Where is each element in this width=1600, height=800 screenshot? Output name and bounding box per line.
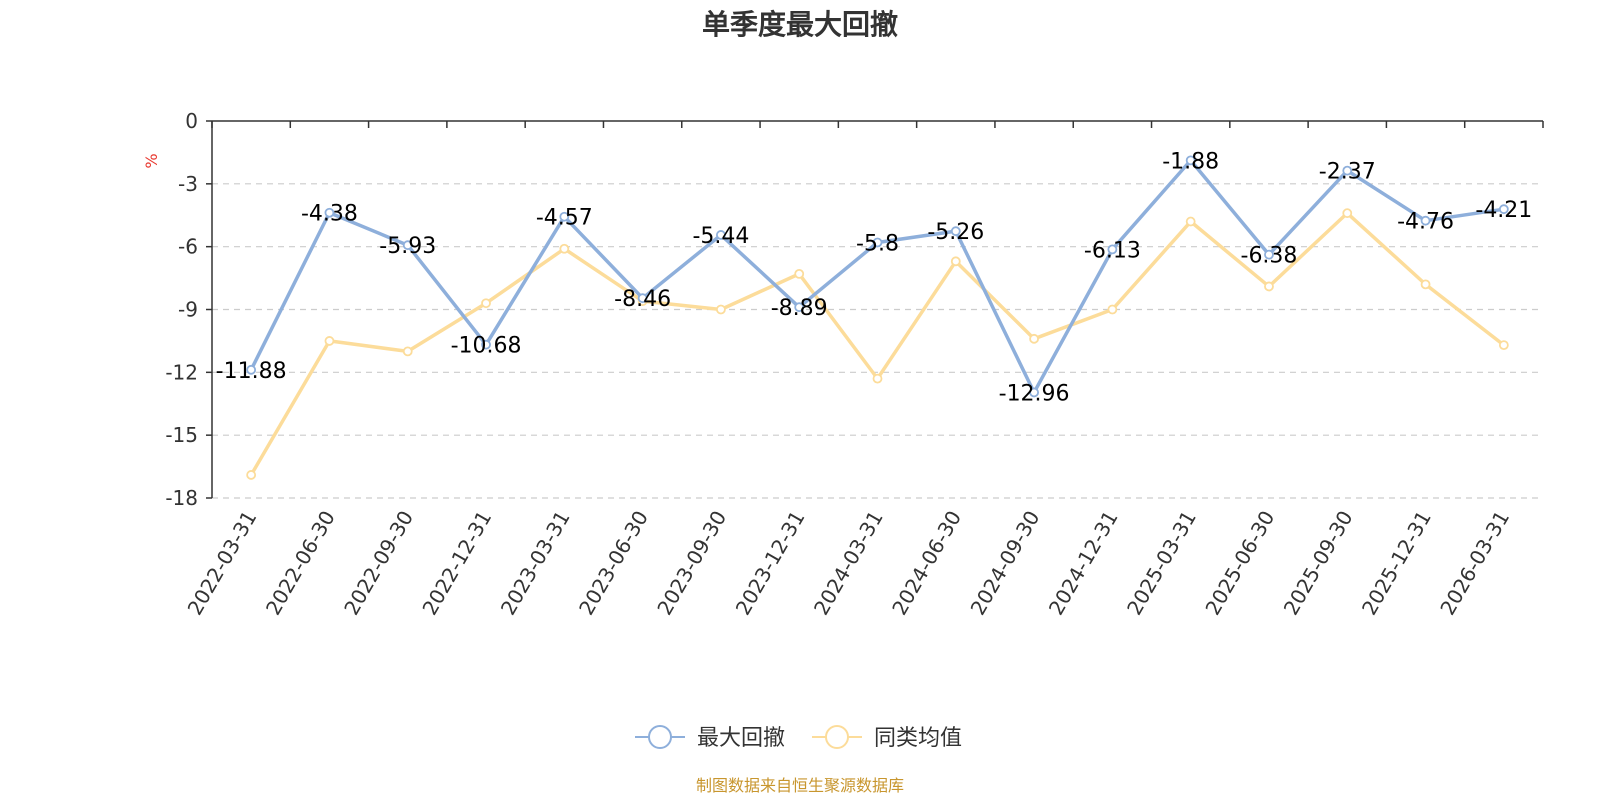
data-point [246,364,257,375]
x-tick-label: 2022-06-30 [261,507,340,620]
data-point [1185,155,1196,166]
y-tick-labels: 0 -3 -6 -9 -12 -15 -18 [165,109,198,510]
data-label: -4.76 [1397,210,1454,235]
x-tick-label: 2025-12-31 [1357,507,1436,620]
data-point [402,240,413,251]
axes [206,120,1544,499]
y-tick-label: -15 [165,423,198,447]
data-point [872,237,883,248]
data-label: -1.88 [1162,149,1219,174]
data-label: -10.68 [451,334,522,359]
x-tick-label: 2024-06-30 [887,507,966,620]
data-point [559,243,570,254]
x-tick-label: 2022-09-30 [339,507,418,620]
data-label: -8.89 [771,296,828,321]
x-tick-label: 2023-12-31 [731,507,810,620]
data-point [1498,340,1509,351]
data-label: -5.93 [379,234,436,259]
data-point [1107,304,1118,315]
data-point [1107,244,1118,255]
data-point [950,226,961,237]
data-point [794,302,805,313]
data-point [324,207,335,218]
data-point [794,268,805,279]
data-label: -5.8 [856,231,899,256]
y-tick-label: -12 [165,360,198,384]
y-tick-label: -9 [178,298,198,322]
x-tick-labels: 2022-03-31 2022-06-30 2022-09-30 2022-12-31… [183,507,1515,620]
y-axis-unit: % [142,153,161,168]
data-point [402,346,413,357]
data-point [1264,281,1274,292]
x-tick-label: 2025-06-30 [1200,507,1279,620]
series-line [249,158,1505,395]
data-label: -12.96 [999,381,1070,406]
chart-title: 单季度最大回撤 [702,8,898,41]
x-tick-label: 2025-09-30 [1279,507,1358,620]
data-point [1420,215,1431,226]
x-tick-label: 2022-12-31 [417,507,496,620]
data-label: -5.44 [692,224,749,249]
data-point [559,211,570,222]
y-tick-label: 0 [185,109,198,133]
data-point [1342,208,1353,219]
legend-item[interactable]: 同类均值 [812,725,962,751]
data-point [481,339,491,350]
y-tick-label: -18 [165,486,198,510]
data-label: -6.38 [1241,244,1298,269]
data-point [1264,249,1274,260]
data-point [1420,279,1431,290]
x-tick-label: 2026-03-31 [1435,507,1514,620]
legend-item[interactable]: 最大回撤 [635,725,785,751]
data-point [716,230,726,240]
data-point [1342,165,1353,176]
data-label: -8.46 [614,287,671,312]
legend-marker [648,725,672,749]
series-group [246,155,1509,480]
data-label: -4.21 [1475,198,1532,223]
x-tick-label: 2024-09-30 [966,507,1045,620]
data-label: -2.37 [1319,160,1376,185]
data-label: -11.88 [216,359,287,384]
data-point [246,470,257,480]
y-tick-label: -6 [178,235,198,259]
data-point [716,304,726,315]
legend-label: 同类均值 [874,726,962,751]
data-labels: -11.88 -4.38 -5.93 -10.68 -4.57 -8.46 -5.44 -8.… [216,149,1533,406]
x-tick-label: 2024-12-31 [1044,507,1123,620]
data-point [1498,204,1509,215]
x-tick-label: 2024-03-31 [809,507,888,620]
x-tick-label: 2023-06-30 [574,507,653,620]
data-point [637,293,648,304]
source-note: 制图数据来自恒生聚源数据库 [696,776,904,795]
data-point [324,336,335,346]
x-tick-label: 2022-03-31 [183,507,262,620]
data-point [1185,216,1196,227]
x-tick-label: 2023-03-31 [496,507,575,620]
data-point [950,256,961,267]
data-label: -5.26 [927,220,984,245]
legend-label: 最大回撤 [697,726,785,751]
data-point [1029,333,1039,344]
data-point [1029,387,1039,398]
legend-marker [825,725,849,749]
y-tick-label: -3 [178,172,198,196]
data-label: -4.57 [536,206,593,231]
data-point [872,373,883,384]
data-point [481,298,491,309]
data-label: -6.13 [1084,238,1141,263]
legend[interactable]: 最大回撤 同类均值 [635,725,962,751]
x-tick-label: 2023-09-30 [652,507,731,620]
x-tick-label: 2025-03-31 [1122,507,1201,620]
data-label: -4.38 [301,202,358,227]
